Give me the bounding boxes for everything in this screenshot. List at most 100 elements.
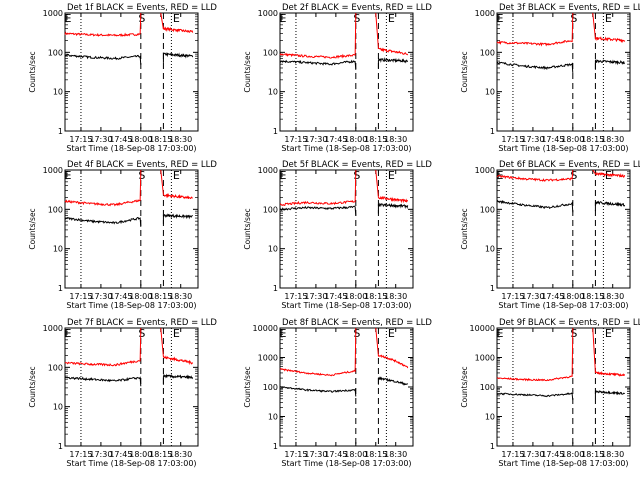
y-tick-label: 100 <box>480 383 495 392</box>
x-tick-label: 17:45 <box>541 450 564 459</box>
panel-det-9: Det 9f BLACK = Events, RED = LLD 1 10 100 10… <box>460 318 640 468</box>
x-tick-label: 17:30 <box>89 292 112 301</box>
x-tick-label: 18:00 <box>129 292 152 301</box>
panel-det-1: Det 1f BLACK = Events, RED = LLD 1 10 100 10… <box>28 3 217 153</box>
series-lld-pre <box>279 327 357 377</box>
panel-title: Det 6f BLACK = Events, RED = LLD <box>499 160 640 170</box>
plot-frame <box>64 327 199 447</box>
series-lld-pre <box>64 169 142 207</box>
series-events-pre <box>64 376 142 387</box>
series-events-post <box>162 52 194 63</box>
panel-det-4: Det 4f BLACK = Events, RED = LLD 1 10 100 10… <box>28 160 217 310</box>
x-tick-label: 18:30 <box>384 292 407 301</box>
y-tick-label: 100 <box>48 48 63 57</box>
panel-title: Det 7f BLACK = Events, RED = LLD <box>67 318 217 328</box>
marker-label-s: S <box>570 327 577 340</box>
series-lld-post <box>592 169 626 178</box>
marker-label-e-left: E <box>280 12 287 25</box>
series-events-post <box>594 390 626 399</box>
x-tick-label: 17:30 <box>89 135 112 144</box>
y-tick-label: 1 <box>58 442 63 451</box>
x-tick-label: 18:30 <box>169 450 192 459</box>
x-tick-label: 18:30 <box>384 135 407 144</box>
series-events-post <box>377 202 409 214</box>
series-events-pre <box>64 216 142 227</box>
y-tick-label: 100 <box>48 205 63 214</box>
y-tick-label: 10 <box>268 245 278 254</box>
series-lld-pre <box>279 12 357 59</box>
series-lld-pre <box>496 12 574 47</box>
x-axis-label: Start Time (18-Sep-08 17:03:00) <box>66 459 196 468</box>
panel-det-6: Det 6f BLACK = Events, RED = LLD 1 10 100 10… <box>460 160 640 310</box>
x-tick-label: 17:45 <box>109 292 132 301</box>
x-tick-label: 17:30 <box>304 450 327 459</box>
y-tick-label: 1000 <box>475 166 495 175</box>
x-tick-label: 18:30 <box>384 450 407 459</box>
series-lld-post <box>592 12 626 43</box>
y-tick-label: 1 <box>273 442 278 451</box>
series-events-pre <box>496 61 574 73</box>
y-tick-label: 1000 <box>258 9 278 18</box>
x-tick-label: 17:30 <box>521 450 544 459</box>
x-tick-label: 17:15 <box>284 135 307 144</box>
x-tick-label: 17:30 <box>304 135 327 144</box>
y-tick-label: 100 <box>263 383 278 392</box>
x-tick-label: 17:45 <box>109 135 132 144</box>
panel-det-8: Det 8f BLACK = Events, RED = LLD 1 10 100 10… <box>243 318 432 468</box>
marker-label-e-left: E <box>497 12 504 25</box>
x-tick-label: 18:15 <box>149 450 172 459</box>
marker-label-e: E <box>388 169 395 182</box>
x-tick-label: 17:45 <box>324 292 347 301</box>
series-lld-pre <box>279 169 357 207</box>
x-tick-label: 17:45 <box>541 292 564 301</box>
series-events-post <box>162 373 194 385</box>
x-tick-label: 18:30 <box>169 292 192 301</box>
x-axis-label: Start Time (18-Sep-08 17:03:00) <box>498 459 628 468</box>
x-tick-label: 17:45 <box>109 450 132 459</box>
x-tick-label: 17:15 <box>501 135 524 144</box>
y-tick-label: 1000 <box>43 324 63 333</box>
y-axis-label: Counts/sec <box>243 51 252 92</box>
series-lld-pre <box>64 327 142 367</box>
x-tick-label: 18:00 <box>561 135 584 144</box>
y-tick-label: 10 <box>53 403 63 412</box>
panel-title: Det 8f BLACK = Events, RED = LLD <box>282 318 432 328</box>
marker-label-e: E <box>605 327 612 340</box>
x-axis-label: Start Time (18-Sep-08 17:03:00) <box>498 301 628 310</box>
series-events-pre <box>496 392 574 401</box>
y-axis-label: Counts/sec <box>243 366 252 407</box>
x-tick-label: 17:45 <box>324 450 347 459</box>
panel-det-5: Det 5f BLACK = Events, RED = LLD 1 10 100 10… <box>243 160 432 310</box>
marker-label-e: E <box>173 169 180 182</box>
x-tick-label: 18:00 <box>344 135 367 144</box>
y-tick-label: 1 <box>58 284 63 293</box>
marker-label-s: S <box>353 12 360 25</box>
y-axis-label: Counts/sec <box>28 366 37 407</box>
marker-label-e-left: E <box>280 327 287 340</box>
x-tick-label: 17:30 <box>89 450 112 459</box>
x-tick-label: 18:15 <box>581 135 604 144</box>
y-tick-label: 100 <box>263 48 278 57</box>
panel-title: Det 3f BLACK = Events, RED = LLD <box>499 3 640 13</box>
y-tick-label: 1 <box>490 284 495 293</box>
x-tick-label: 17:15 <box>69 292 92 301</box>
y-tick-label: 1000 <box>43 166 63 175</box>
x-tick-label: 18:15 <box>364 135 387 144</box>
y-tick-label: 10 <box>268 88 278 97</box>
y-tick-label: 10 <box>53 88 63 97</box>
marker-label-s: S <box>138 169 145 182</box>
marker-label-e: E <box>173 12 180 25</box>
y-tick-label: 10 <box>485 413 495 422</box>
y-tick-label: 100 <box>480 205 495 214</box>
panel-det-3: Det 3f BLACK = Events, RED = LLD 1 10 100 10… <box>460 3 640 153</box>
y-tick-label: 1000 <box>258 354 278 363</box>
marker-label-s: S <box>353 169 360 182</box>
y-tick-label: 10 <box>485 245 495 254</box>
x-tick-label: 18:15 <box>581 450 604 459</box>
x-tick-label: 17:15 <box>69 135 92 144</box>
plot-frame <box>64 169 199 289</box>
y-axis-label: Counts/sec <box>28 51 37 92</box>
marker-label-e-left: E <box>497 327 504 340</box>
x-tick-label: 18:15 <box>364 292 387 301</box>
y-tick-label: 100 <box>480 48 495 57</box>
